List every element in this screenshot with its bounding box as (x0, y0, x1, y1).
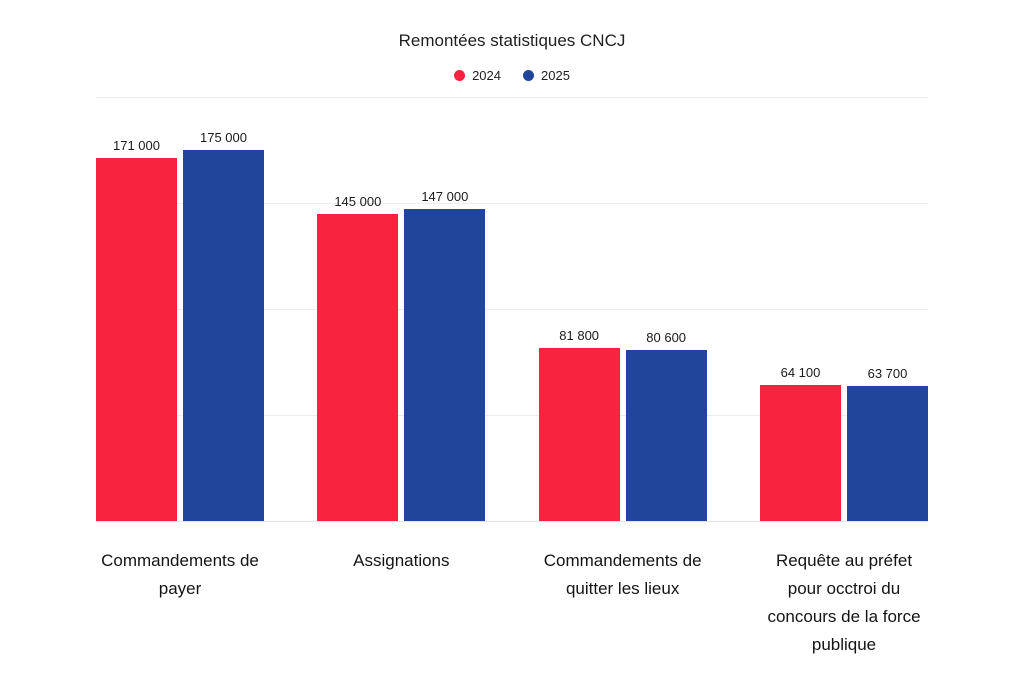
bar-value-label: 147 000 (421, 189, 469, 205)
legend-item-2024[interactable]: 2024 (454, 68, 501, 83)
bar-value-label: 175 000 (200, 130, 247, 145)
bar-group: 171 000 175 000 (96, 97, 264, 521)
bar-2025: 175 000 (183, 130, 264, 521)
legend-marker-icon (454, 70, 466, 81)
bar-value-label: 80 600 (646, 330, 687, 346)
bar-2024: 171 000 (96, 138, 177, 521)
chart-title: Remontées statistiques CNCJ (398, 31, 626, 50)
gridline (96, 521, 928, 522)
category-label: Assignations (353, 551, 450, 570)
gridline (96, 203, 928, 204)
bar-group: 64 100 63 700 (759, 97, 928, 521)
chart-legend: 2024 2025 (0, 68, 1024, 83)
bar-value-label: 145 000 (334, 193, 382, 209)
bar-2024: 81 800 (538, 328, 620, 521)
bar-2025: 80 600 (625, 330, 707, 521)
bar-group: 81 800 80 600 (538, 97, 707, 521)
bar-2024: 145 000 (317, 194, 399, 521)
category-label: Commandements de payer (101, 551, 259, 598)
bar-2024: 64 100 (759, 365, 841, 521)
plot-area: 171 000 175 000 145 000 147 000 81 800 80 600… (96, 97, 928, 522)
bar-2025: 63 700 (846, 366, 928, 521)
bar-value-label: 64 100 (780, 365, 821, 381)
gridline (96, 97, 928, 98)
bar-group: 145 000 147 000 (317, 97, 486, 521)
category-label: Commandements de quitter les lieux (543, 551, 702, 598)
legend-marker-icon (523, 70, 534, 81)
gridline (96, 415, 928, 416)
category-label: Requête au préfet pour occtroi du concou… (767, 551, 921, 654)
gridline (96, 309, 928, 310)
bars-container: 171 000 175 000 145 000 147 000 81 800 80 600… (96, 97, 928, 521)
bar-value-label: 63 700 (867, 365, 908, 381)
bar-value-label: 171 000 (113, 138, 160, 154)
legend-item-2025[interactable]: 2025 (523, 68, 570, 83)
bar-value-label: 81 800 (559, 327, 600, 343)
legend-label: 2024 (472, 68, 501, 83)
bar-2025: 147 000 (404, 189, 486, 521)
legend-label: 2025 (541, 68, 570, 83)
